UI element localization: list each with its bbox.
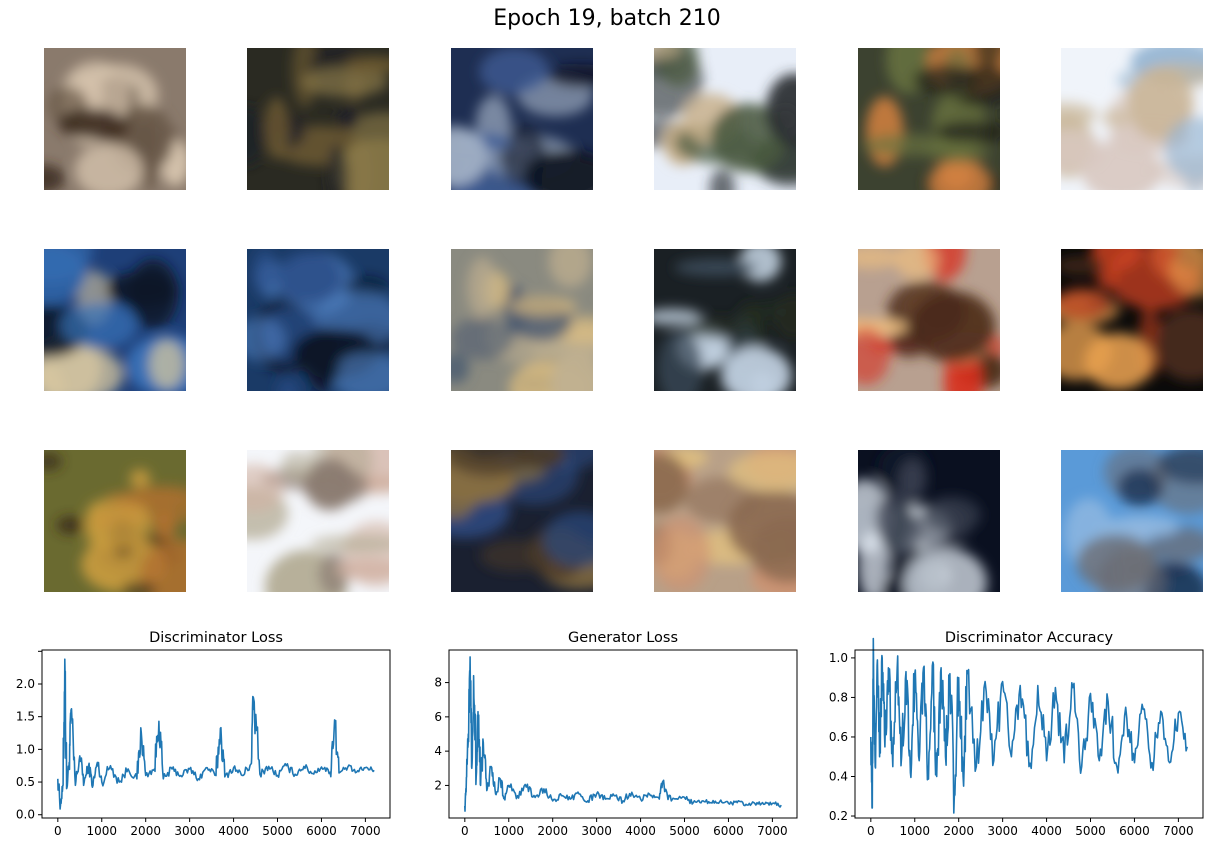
discriminator-accuracy-x-tick-label: 2000: [943, 824, 974, 838]
discriminator-loss-title: Discriminator Loss: [149, 630, 283, 646]
discriminator-accuracy-series-line: [870, 637, 1188, 814]
discriminator-loss-x-tick-label: 7000: [350, 824, 381, 838]
generator-loss-x-tick-label: 4000: [625, 824, 656, 838]
discriminator-accuracy-y-tick-label: 0.6: [829, 730, 848, 744]
discriminator-loss-y-tick-label: 1.5: [16, 710, 35, 724]
generated-sample-image: [1061, 249, 1203, 391]
generated-sample-image: [44, 450, 186, 592]
generator-loss-x-tick-label: 7000: [757, 824, 788, 838]
generated-sample-image: [247, 48, 389, 190]
discriminator-loss-y-tick-label: 0.5: [16, 775, 35, 789]
generated-sample-image: [247, 450, 389, 592]
generated-sample-image: [654, 249, 796, 391]
generator-loss-axes-frame: [448, 649, 798, 819]
figure-title: Epoch 19, batch 210: [493, 6, 721, 31]
generator-loss-x-tick-label: 1000: [493, 824, 524, 838]
discriminator-accuracy-x-tick-label: 7000: [1163, 824, 1194, 838]
discriminator-loss-x-tick-label: 3000: [174, 824, 205, 838]
discriminator-accuracy-y-tick-label: 0.2: [829, 809, 848, 823]
generator-loss-x-tick-label: 3000: [581, 824, 612, 838]
generated-sample-image: [654, 48, 796, 190]
generator-loss-y-tick-label: 2: [434, 778, 442, 792]
generator-loss-y-tick-label: 6: [434, 710, 442, 724]
discriminator-accuracy-x-tick-label: 4000: [1031, 824, 1062, 838]
generator-loss-title: Generator Loss: [568, 630, 678, 646]
generated-sample-image: [451, 249, 593, 391]
discriminator-loss-x-tick-label: 1000: [86, 824, 117, 838]
generator-loss-x-tick-label: 2000: [537, 824, 568, 838]
discriminator-accuracy-title: Discriminator Accuracy: [945, 630, 1114, 646]
discriminator-loss-series-line: [57, 658, 375, 810]
generated-sample-image: [858, 450, 1000, 592]
generated-sample-image: [451, 48, 593, 190]
discriminator-accuracy-x-tick-label: 5000: [1075, 824, 1106, 838]
discriminator-accuracy-x-tick-label: 6000: [1119, 824, 1150, 838]
discriminator-loss-x-tick-label: 0: [54, 824, 62, 838]
discriminator-loss-axes-frame: [41, 649, 391, 819]
generated-sample-image: [1061, 48, 1203, 190]
discriminator-accuracy-y-tick-label: 0.8: [829, 690, 848, 704]
generated-sample-image: [247, 249, 389, 391]
discriminator-accuracy-x-tick-label: 1000: [899, 824, 930, 838]
discriminator-loss-y-tick-label: 0.0: [16, 808, 35, 822]
generated-sample-image: [451, 450, 593, 592]
generated-sample-image: [44, 249, 186, 391]
generated-sample-image: [654, 450, 796, 592]
generator-loss-y-tick-label: 8: [434, 676, 442, 690]
discriminator-loss-x-tick-label: 6000: [306, 824, 337, 838]
discriminator-accuracy-x-tick-label: 0: [867, 824, 875, 838]
discriminator-loss-x-tick-label: 2000: [130, 824, 161, 838]
generator-loss-x-tick-label: 5000: [669, 824, 700, 838]
generated-sample-image: [858, 48, 1000, 190]
discriminator-accuracy-axes-frame: [854, 649, 1204, 819]
discriminator-accuracy-y-tick-label: 0.4: [829, 769, 848, 783]
discriminator-accuracy-y-tick-label: 1.0: [829, 651, 848, 665]
discriminator-loss-y-tick-label: 1.0: [16, 742, 35, 756]
discriminator-loss-y-tick-label: 2.0: [16, 677, 35, 691]
generated-sample-image: [858, 249, 1000, 391]
generator-loss-y-tick-label: 4: [434, 744, 442, 758]
generated-sample-image: [1061, 450, 1203, 592]
generator-loss-x-tick-label: 6000: [713, 824, 744, 838]
generated-sample-image: [44, 48, 186, 190]
discriminator-loss-x-tick-label: 5000: [262, 824, 293, 838]
discriminator-loss-x-tick-label: 4000: [218, 824, 249, 838]
generator-loss-x-tick-label: 0: [461, 824, 469, 838]
discriminator-accuracy-x-tick-label: 3000: [987, 824, 1018, 838]
generator-loss-series-line: [464, 656, 782, 812]
